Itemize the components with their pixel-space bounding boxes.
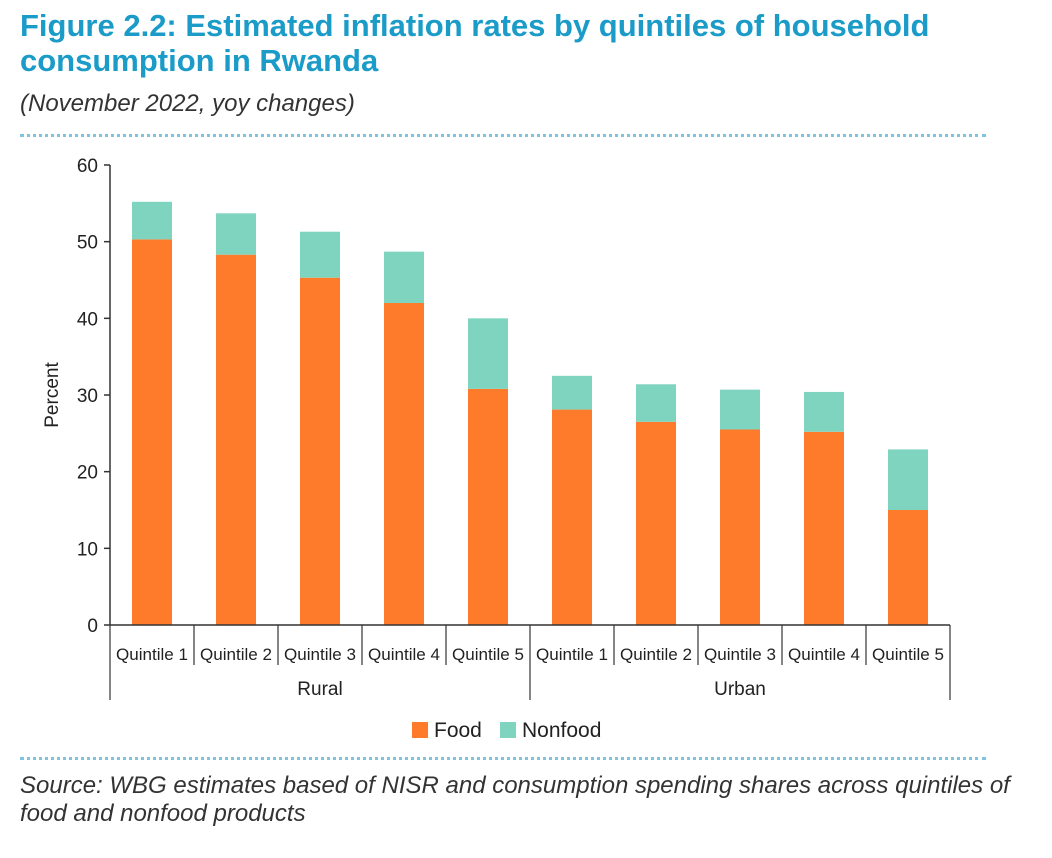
- bar-nonfood-6: [552, 375, 592, 410]
- y-tick-label: 60: [77, 156, 98, 177]
- bar-nonfood-10: [888, 449, 928, 510]
- x-category-label: Quintile 1: [116, 645, 188, 664]
- y-tick-label: 0: [87, 616, 98, 637]
- x-category-label: Quintile 4: [788, 645, 860, 664]
- bar-food-9: [804, 431, 844, 625]
- bar-food-5: [468, 388, 508, 625]
- figure-subtitle: (November 2022, yoy changes): [20, 90, 355, 117]
- bar-food-1: [132, 239, 172, 625]
- bar-nonfood-9: [804, 391, 844, 432]
- x-category-label: Quintile 5: [872, 645, 944, 664]
- bar-nonfood-2: [216, 213, 256, 255]
- x-category-label: Quintile 2: [200, 645, 272, 664]
- legend-swatch-nonfood: [500, 722, 516, 738]
- y-tick-label: 10: [77, 539, 98, 560]
- bars-layer: [132, 201, 928, 625]
- y-tick-label: 30: [77, 386, 98, 407]
- x-category-label: Quintile 3: [704, 645, 776, 664]
- bar-food-6: [552, 409, 592, 625]
- x-category-label: Quintile 5: [452, 645, 524, 664]
- bar-food-2: [216, 254, 256, 625]
- bar-nonfood-3: [300, 231, 340, 278]
- bar-food-7: [636, 421, 676, 625]
- bar-food-4: [384, 303, 424, 625]
- bar-nonfood-4: [384, 251, 424, 303]
- bar-food-8: [720, 429, 760, 625]
- x-category-label: Quintile 4: [368, 645, 440, 664]
- figure-title: Figure 2.2: Estimated inflation rates by…: [20, 8, 930, 78]
- legend-label-nonfood: Nonfood: [522, 719, 601, 742]
- y-tick-label: 20: [77, 463, 98, 484]
- y-tick-label: 50: [77, 233, 98, 254]
- x-group-label-urban: Urban: [714, 679, 766, 700]
- bar-nonfood-5: [468, 318, 508, 389]
- bar-nonfood-7: [636, 384, 676, 422]
- legend-swatch-food: [412, 722, 428, 738]
- bar-food-3: [300, 277, 340, 625]
- legend-label-food: Food: [434, 719, 482, 742]
- top-dotted-divider: [20, 134, 986, 137]
- y-axis-title: Percent: [42, 362, 63, 428]
- y-tick-label: 40: [77, 309, 98, 330]
- x-category-label: Quintile 1: [536, 645, 608, 664]
- bottom-dotted-divider: [20, 757, 986, 760]
- x-category-label: Quintile 2: [620, 645, 692, 664]
- legend: Food Nonfood: [412, 719, 601, 742]
- bar-nonfood-1: [132, 201, 172, 240]
- bar-nonfood-8: [720, 389, 760, 430]
- axes-layer: 0 10 20 30 40 50 60 Percent Quintile 1 Quintile 2…: [42, 156, 951, 700]
- bar-food-10: [888, 510, 928, 625]
- x-category-label: Quintile 3: [284, 645, 356, 664]
- source-note: Source: WBG estimates based of NISR and …: [20, 772, 1010, 827]
- x-group-label-rural: Rural: [297, 679, 342, 700]
